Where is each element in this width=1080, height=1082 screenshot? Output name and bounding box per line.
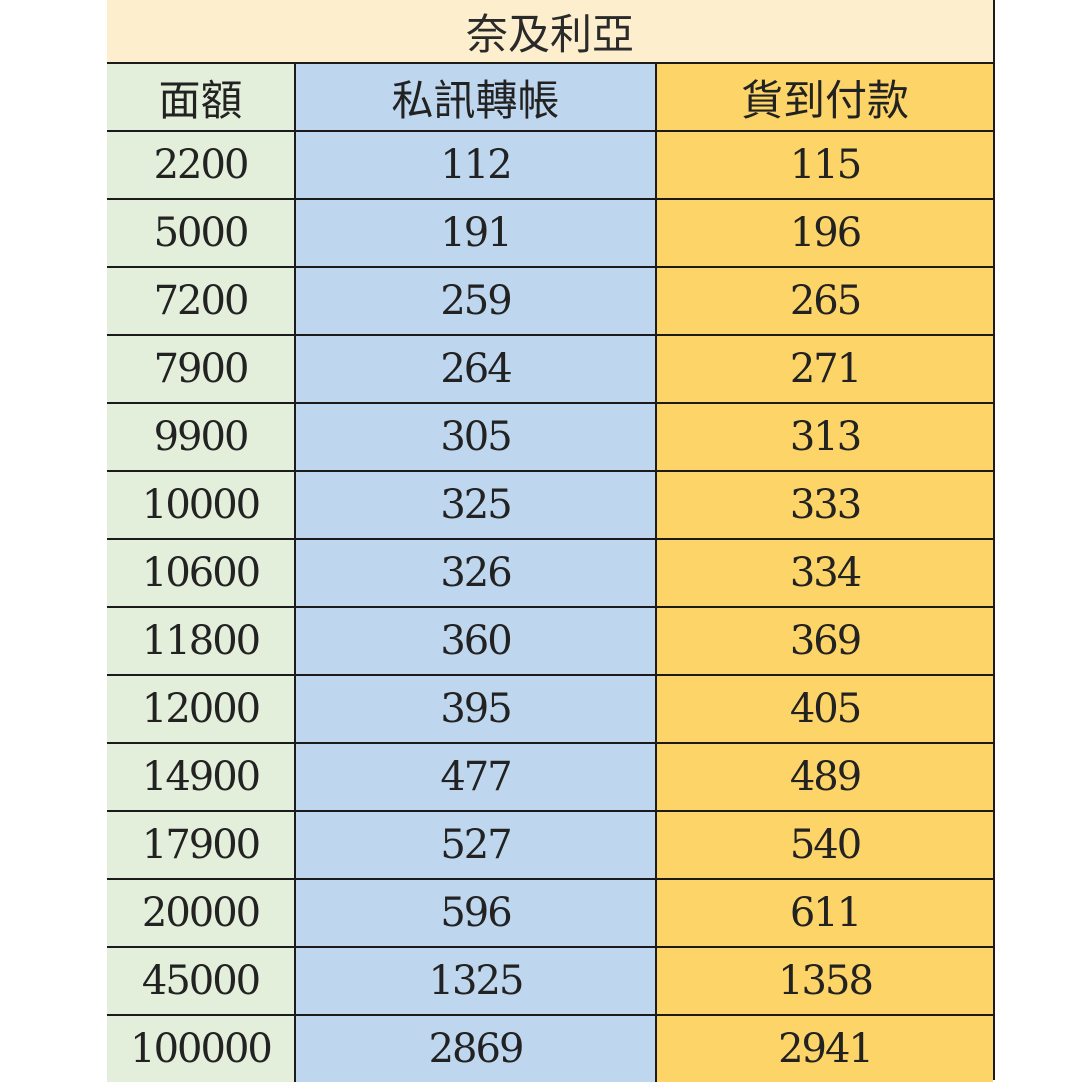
- table-row: 11800 360 369: [107, 608, 993, 676]
- table-row: 17900 527 540: [107, 812, 993, 880]
- header-dm-transfer: 私訊轉帳: [296, 64, 657, 130]
- cell-dm-transfer: 527: [296, 812, 657, 878]
- cell-dm-transfer: 1325: [296, 948, 657, 1014]
- cell-dm-transfer: 305: [296, 404, 657, 470]
- cell-denomination: 11800: [107, 608, 296, 674]
- header-denomination: 面額: [107, 64, 296, 130]
- table-body: 2200 112 115 5000 191 196 7200 259 265 7900 264 271…: [107, 132, 993, 1082]
- cell-denomination: 12000: [107, 676, 296, 742]
- cell-dm-transfer: 477: [296, 744, 657, 810]
- cell-cash-on-delivery: 405: [657, 676, 993, 742]
- cell-cash-on-delivery: 369: [657, 608, 993, 674]
- table-row: 12000 395 405: [107, 676, 993, 744]
- cell-dm-transfer: 596: [296, 880, 657, 946]
- cell-cash-on-delivery: 271: [657, 336, 993, 402]
- table-row: 2200 112 115: [107, 132, 993, 200]
- cell-dm-transfer: 264: [296, 336, 657, 402]
- cell-denomination: 100000: [107, 1016, 296, 1082]
- cell-dm-transfer: 259: [296, 268, 657, 334]
- cell-cash-on-delivery: 489: [657, 744, 993, 810]
- cell-cash-on-delivery: 540: [657, 812, 993, 878]
- cell-cash-on-delivery: 333: [657, 472, 993, 538]
- cell-cash-on-delivery: 313: [657, 404, 993, 470]
- cell-cash-on-delivery: 265: [657, 268, 993, 334]
- table-row: 9900 305 313: [107, 404, 993, 472]
- table-row: 5000 191 196: [107, 200, 993, 268]
- cell-denomination: 45000: [107, 948, 296, 1014]
- cell-denomination: 17900: [107, 812, 296, 878]
- cell-denomination: 10000: [107, 472, 296, 538]
- table-title: 奈及利亞: [107, 0, 993, 64]
- table-row: 14900 477 489: [107, 744, 993, 812]
- cell-dm-transfer: 360: [296, 608, 657, 674]
- price-table: 奈及利亞 面額 私訊轉帳 貨到付款 2200 112 115 5000 191 196 72…: [107, 0, 995, 1082]
- cell-denomination: 20000: [107, 880, 296, 946]
- cell-denomination: 2200: [107, 132, 296, 198]
- table-row: 10000 325 333: [107, 472, 993, 540]
- cell-cash-on-delivery: 1358: [657, 948, 993, 1014]
- cell-cash-on-delivery: 611: [657, 880, 993, 946]
- table-row: 45000 1325 1358: [107, 948, 993, 1016]
- cell-dm-transfer: 325: [296, 472, 657, 538]
- table-row: 7900 264 271: [107, 336, 993, 404]
- cell-cash-on-delivery: 115: [657, 132, 993, 198]
- table-row: 100000 2869 2941: [107, 1016, 993, 1082]
- table-row: 20000 596 611: [107, 880, 993, 948]
- cell-dm-transfer: 2869: [296, 1016, 657, 1082]
- cell-denomination: 9900: [107, 404, 296, 470]
- header-cash-on-delivery: 貨到付款: [657, 64, 993, 130]
- header-row: 面額 私訊轉帳 貨到付款: [107, 64, 993, 132]
- cell-dm-transfer: 191: [296, 200, 657, 266]
- cell-denomination: 10600: [107, 540, 296, 606]
- cell-dm-transfer: 112: [296, 132, 657, 198]
- cell-denomination: 7200: [107, 268, 296, 334]
- cell-dm-transfer: 326: [296, 540, 657, 606]
- cell-denomination: 7900: [107, 336, 296, 402]
- cell-dm-transfer: 395: [296, 676, 657, 742]
- cell-cash-on-delivery: 196: [657, 200, 993, 266]
- cell-denomination: 5000: [107, 200, 296, 266]
- table-row: 10600 326 334: [107, 540, 993, 608]
- cell-cash-on-delivery: 2941: [657, 1016, 993, 1082]
- cell-cash-on-delivery: 334: [657, 540, 993, 606]
- cell-denomination: 14900: [107, 744, 296, 810]
- table-row: 7200 259 265: [107, 268, 993, 336]
